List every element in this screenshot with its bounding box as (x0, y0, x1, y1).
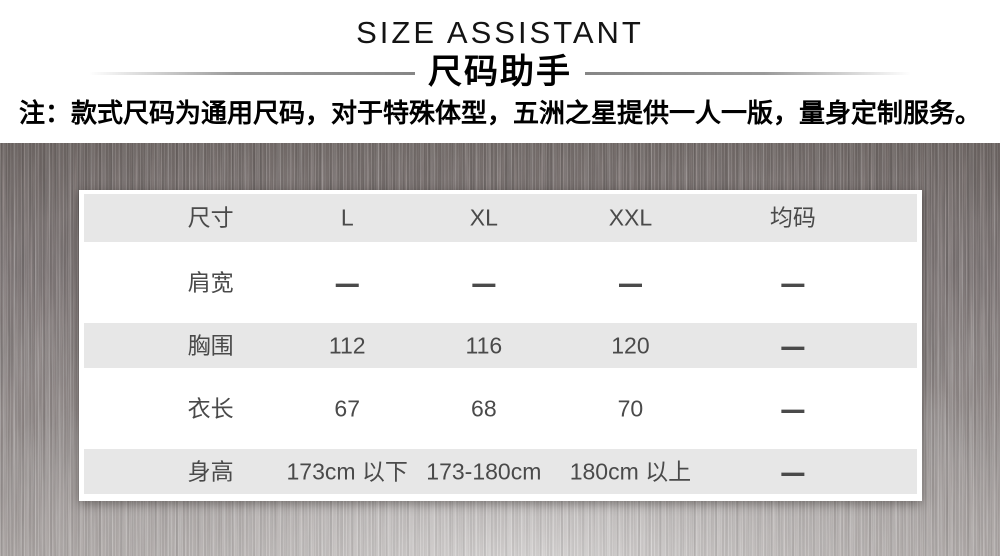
header-cell: XL (469, 204, 498, 231)
header-cell: 尺寸 (187, 204, 234, 231)
cell-value: — (781, 451, 805, 491)
cn-title-row: 尺码助手 (0, 53, 1000, 93)
cell-value: 70 (617, 395, 644, 421)
header-cell: 均码 (769, 204, 816, 231)
cell-value: — (618, 262, 642, 302)
cell-value: — (472, 262, 496, 302)
metal-background: 尺寸 L XL XXL 均码肩宽 — — — — 胸围 112 116 120 — 衣长 67 68 70 — 身高 1… (0, 143, 1000, 556)
cell-value: 173-180cm (426, 458, 542, 484)
size-table: 尺寸 L XL XXL 均码肩宽 — — — — 胸围 112 116 120 — 衣长 67 68 70 — 身高 1… (84, 194, 917, 494)
row-label: 胸围 (187, 332, 234, 358)
table-row: 肩宽 — — — — (84, 242, 917, 323)
table-header-row: 尺寸 L XL XXL 均码 (84, 194, 917, 242)
header-cell: XXL (608, 204, 653, 231)
cell-value: 180cm 以上 (569, 458, 692, 484)
cell-value: 120 (611, 332, 650, 358)
cell-value: — (781, 262, 805, 302)
cell-value: — (335, 262, 359, 302)
cell-value: — (781, 325, 805, 365)
row-label: 肩宽 (187, 269, 234, 295)
cell-value: 67 (334, 395, 361, 421)
table-row: 身高 173cm 以下 173-180cm 180cm 以上 — (84, 449, 917, 494)
cell-value: 112 (328, 332, 366, 358)
row-label: 衣长 (187, 395, 234, 421)
banner: SIZE ASSISTANT 尺码助手 注：款式尺码为通用尺码，对于特殊体型，五… (0, 0, 1000, 143)
header-cell: L (340, 204, 354, 231)
title-divider-left (89, 71, 415, 75)
size-note: 注：款式尺码为通用尺码，对于特殊体型，五洲之星提供一人一版，量身定制服务。 (18, 99, 981, 129)
table-row: 衣长 67 68 70 — (84, 368, 917, 449)
size-card: 尺寸 L XL XXL 均码肩宽 — — — — 胸围 112 116 120 — 衣长 67 68 70 — 身高 1… (79, 190, 922, 501)
page-title-en: SIZE ASSISTANT (356, 15, 644, 50)
row-label: 身高 (187, 458, 234, 484)
cell-value: 68 (471, 395, 497, 421)
title-divider-right (585, 71, 911, 75)
table-row: 胸围 112 116 120 — (84, 323, 917, 368)
cell-value: 173cm 以下 (286, 458, 408, 484)
cell-value: — (781, 388, 805, 428)
page-title-cn: 尺码助手 (428, 54, 572, 92)
cell-value: 116 (465, 332, 503, 358)
